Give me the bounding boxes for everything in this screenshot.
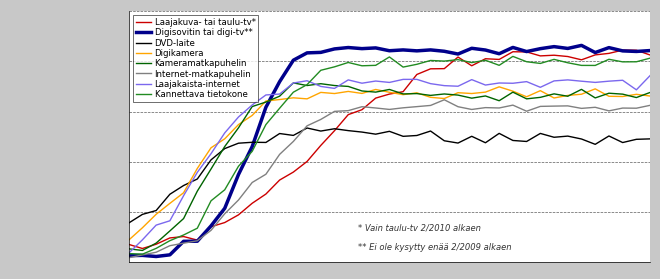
Text: * Vain taulu-tv 2/2010 alkaen: * Vain taulu-tv 2/2010 alkaen — [358, 223, 481, 232]
Text: ** Ei ole kysytty enää 2/2009 alkaen: ** Ei ole kysytty enää 2/2009 alkaen — [358, 243, 512, 252]
Legend: Laajakuva- tai taulu-tv*, Digisovitin tai digi-tv**, DVD-laite, Digikamera, Kame: Laajakuva- tai taulu-tv*, Digisovitin ta… — [133, 15, 258, 102]
